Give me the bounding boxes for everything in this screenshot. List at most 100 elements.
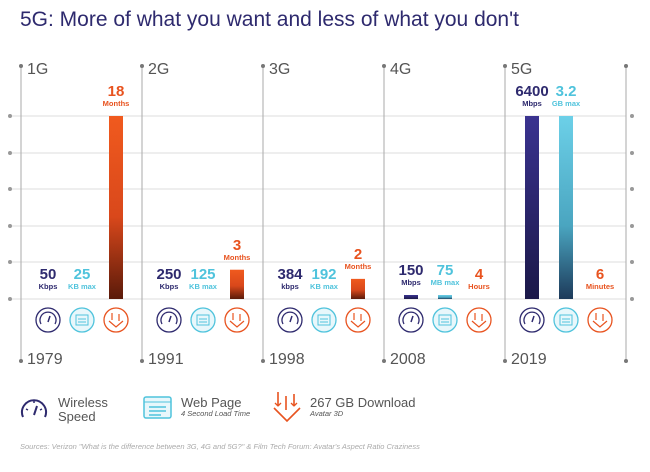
speedometer-gauge: [523, 311, 541, 325]
year-label: 2019: [511, 351, 547, 368]
divider-dot: [382, 64, 386, 68]
browser-window-icon: [553, 307, 579, 333]
data-label-value: 6: [595, 266, 605, 283]
download-arrows: [108, 313, 124, 328]
data-label-unit: Months: [102, 99, 130, 108]
divider-dot: [19, 359, 23, 363]
legend-page-sub: 4 Second Load Time: [181, 408, 251, 418]
data-label-unit: Months: [223, 252, 251, 262]
download-arrows-icon: [273, 392, 301, 423]
download-arrows: [229, 313, 245, 328]
data-label-value: 75: [436, 262, 454, 279]
bar-267-gb-download: [109, 116, 123, 299]
bar-wireless-speed: [525, 116, 539, 299]
generation-label: 3G: [269, 61, 291, 78]
legend-download-label: 267 GB Download: [310, 395, 416, 410]
browser-lines: [320, 318, 328, 323]
divider-dot: [140, 359, 144, 363]
year-label: 2008: [390, 351, 426, 368]
generation-label: 4G: [390, 61, 412, 78]
grid-dot: [8, 260, 12, 264]
speedometer-gauge: [39, 311, 57, 325]
browser-lines: [78, 318, 86, 323]
bar-267-gb-download: [351, 278, 365, 299]
generation-label: 2G: [148, 61, 170, 78]
download-arrows-icon: [103, 307, 129, 333]
data-label-value: 3.2: [555, 83, 577, 100]
speedometer-needle: [531, 315, 535, 323]
speedometer-needle: [47, 315, 51, 323]
year-label: 1991: [148, 351, 184, 368]
divider-dot: [624, 64, 628, 68]
download-arrows: [471, 313, 487, 328]
speedometer-gauge: [160, 311, 178, 325]
grid-dot: [630, 114, 634, 118]
bar-wireless-speed: [404, 295, 418, 299]
data-label-unit: Kbps: [159, 282, 179, 291]
divider-dot: [140, 64, 144, 68]
data-label-value: 4: [474, 266, 484, 283]
legend-speed: Wireless Speed: [20, 396, 108, 423]
browser-window-icon: [143, 396, 172, 419]
divider-dot: [19, 64, 23, 68]
data-label-value: 50: [39, 266, 57, 283]
data-label-value: 25: [73, 266, 91, 283]
legend-download-sub: Avatar 3D: [310, 408, 344, 418]
browser-lines: [199, 318, 207, 323]
data-label-unit: KB max: [68, 282, 96, 291]
bar-web-page: [559, 116, 573, 299]
divider-dot: [382, 359, 386, 363]
data-label-value: 384: [277, 266, 303, 283]
legend-page-label: Web Page: [181, 395, 242, 410]
data-label-unit: Kbps: [38, 282, 58, 291]
browser-window-icon: [311, 307, 337, 333]
browser-window-icon: [69, 307, 95, 333]
browser-frame: [75, 314, 89, 326]
generation-label: 5G: [511, 61, 533, 78]
data-label-unit: Hours: [468, 282, 490, 291]
data-label-unit: Mbps: [522, 99, 542, 108]
browser-frame: [438, 314, 452, 326]
grid-dot: [630, 224, 634, 228]
legend-speed-line2: Speed: [58, 408, 96, 424]
data-label-value: 192: [311, 266, 337, 283]
grid-dot: [630, 187, 634, 191]
browser-frame: [317, 314, 331, 326]
divider-dot: [624, 359, 628, 363]
browser-window-icon: [190, 307, 216, 333]
grid-dot: [8, 297, 12, 301]
legend-speed-line1: Wireless: [58, 395, 108, 410]
grid-dot: [630, 260, 634, 264]
download-arrows: [350, 313, 366, 328]
download-arrows-icon: [224, 307, 250, 333]
grid-dot: [8, 224, 12, 228]
data-label-unit: Minutes: [585, 282, 615, 291]
speedometer-icon: [21, 399, 47, 418]
browser-window-icon: [432, 307, 458, 333]
speedometer-needle: [289, 315, 293, 323]
data-label-unit: kbps: [281, 282, 299, 291]
legend-download: 267 GB Download Avatar 3D: [270, 392, 416, 423]
data-label-value: 125: [190, 266, 216, 283]
data-label-value: 18: [107, 83, 125, 100]
grid-dot: [8, 151, 12, 155]
data-label-unit: MB max: [430, 278, 460, 287]
download-arrows-icon: [466, 307, 492, 333]
data-label-value: 3: [232, 236, 242, 254]
source-note: Sources: Verizon "What is the difference…: [20, 442, 420, 451]
browser-lines: [441, 318, 449, 323]
data-label-unit: KB max: [189, 282, 217, 291]
bar-web-page: [438, 295, 452, 299]
data-label-unit: KB max: [310, 282, 338, 291]
divider-dot: [503, 64, 507, 68]
divider-dot: [503, 359, 507, 363]
data-label-value: 250: [156, 266, 182, 283]
data-label-value: 2: [353, 245, 363, 263]
grid-dot: [630, 297, 634, 301]
data-label-unit: GB max: [551, 99, 581, 108]
generation-label: 1G: [27, 61, 49, 78]
browser-frame: [559, 314, 573, 326]
grid-dot: [630, 151, 634, 155]
data-label-value: 6400: [515, 83, 549, 100]
